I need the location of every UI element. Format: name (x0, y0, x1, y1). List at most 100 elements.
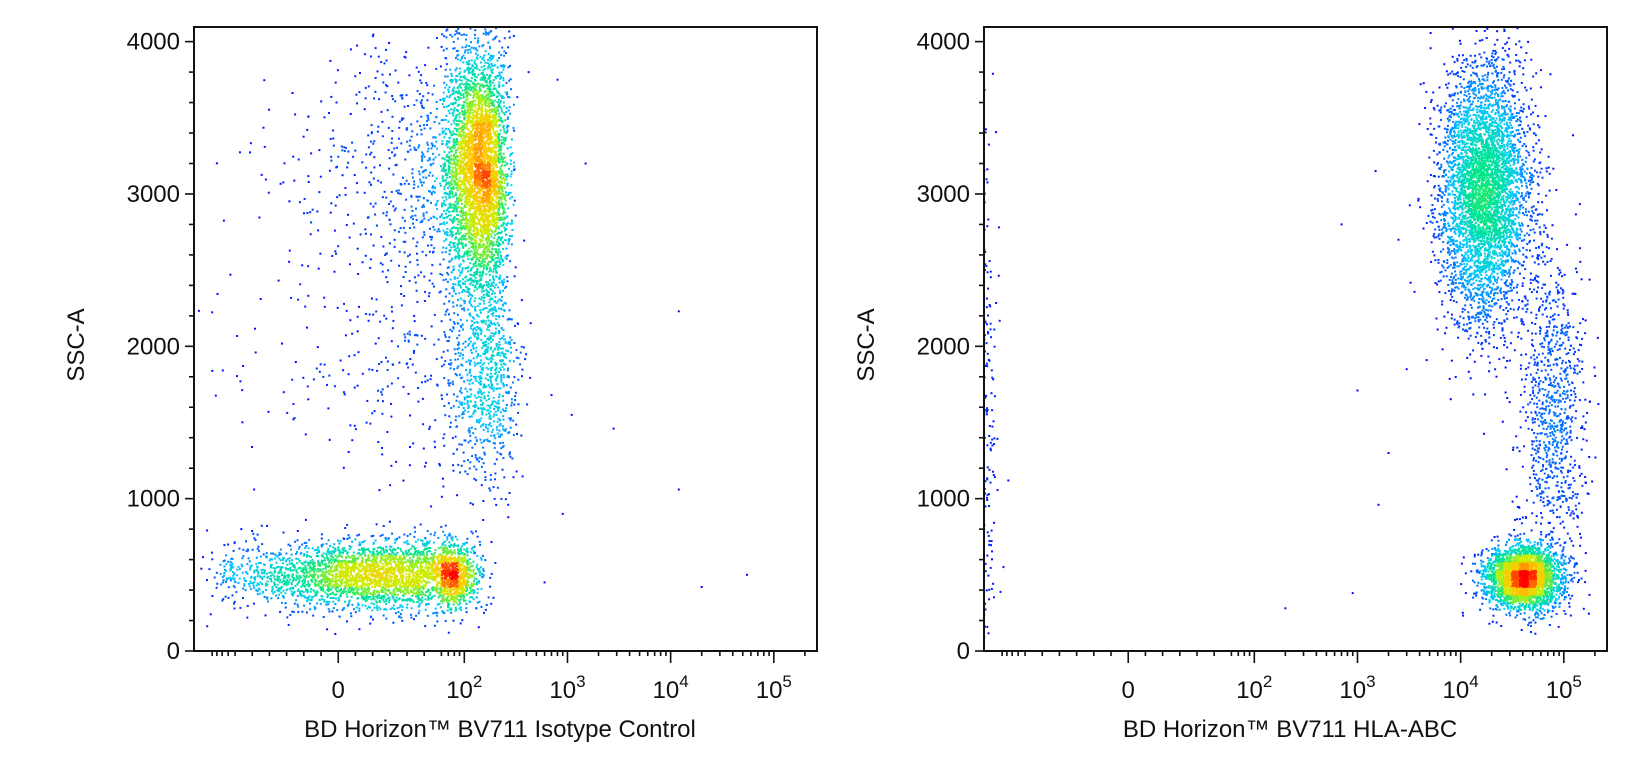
event-dot (457, 280, 460, 283)
event-dot (406, 598, 408, 601)
event-dot (449, 146, 452, 149)
event-dot (336, 590, 338, 593)
event-dot (445, 247, 448, 250)
event-dot (339, 540, 342, 543)
event-dot (502, 428, 505, 431)
event-dot (422, 552, 425, 555)
event-dot (490, 309, 493, 312)
event-dot (448, 112, 451, 115)
event-dot (471, 565, 474, 568)
event-dot (504, 199, 507, 202)
event-dot (452, 210, 455, 213)
event-dot (336, 69, 339, 72)
event-dot (455, 232, 458, 235)
event-dot (464, 470, 467, 473)
event-dot (398, 616, 401, 618)
event-dot (430, 505, 433, 508)
event-dot (237, 581, 240, 584)
event-dot (405, 51, 408, 54)
event-dot (348, 548, 351, 551)
event-dot (433, 191, 436, 194)
event-dot (406, 127, 409, 130)
event-dot (303, 604, 306, 607)
event-dot (509, 419, 512, 422)
event-dot (446, 271, 449, 274)
event-dot (347, 373, 350, 376)
event-dot (260, 173, 263, 176)
event-dot (476, 420, 479, 423)
event-dot (396, 607, 399, 610)
event-dot (352, 222, 355, 225)
event-dot (403, 105, 406, 108)
event-dot (386, 385, 389, 388)
event-dot (386, 85, 389, 88)
event-dot (448, 384, 451, 387)
event-dot (310, 561, 313, 564)
event-dot (489, 406, 492, 409)
event-dot (404, 336, 407, 339)
event-dot (483, 335, 486, 338)
event-dot (400, 304, 403, 307)
event-dot (509, 318, 512, 321)
event-dot (490, 58, 493, 61)
event-dot (253, 488, 256, 491)
event-dot (454, 149, 457, 152)
event-dot (450, 246, 453, 249)
event-dot (464, 51, 466, 54)
event-dot (407, 366, 410, 369)
event-dot (466, 279, 469, 282)
event-dot (301, 563, 304, 566)
event-dot (423, 155, 426, 158)
event-dot (284, 560, 287, 563)
event-dot (433, 180, 436, 183)
event-dot (408, 464, 411, 467)
event-dot (262, 563, 265, 566)
event-dot (319, 252, 322, 255)
event-dot (422, 153, 425, 156)
event-dot (316, 552, 318, 555)
event-dot (324, 581, 327, 584)
event-dot (361, 372, 364, 375)
event-dot (453, 102, 456, 105)
event-dot (480, 296, 483, 299)
event-dot (458, 329, 461, 332)
event-dot (461, 46, 464, 49)
event-dot (270, 571, 273, 574)
event-dot (497, 227, 500, 230)
event-dot (454, 182, 457, 185)
event-dot (328, 438, 331, 441)
event-dot (441, 610, 444, 613)
event-dot (502, 79, 505, 82)
event-dot (309, 608, 312, 611)
event-dot (417, 560, 419, 563)
event-dot (433, 84, 436, 87)
event-dot (492, 94, 495, 97)
event-dot (446, 349, 449, 352)
event-dot (439, 272, 442, 275)
event-dot (421, 106, 424, 109)
event-dot (328, 559, 331, 562)
event-dot (471, 90, 474, 93)
event-dot (440, 214, 443, 217)
event-dot (476, 271, 479, 274)
event-dot (507, 375, 510, 377)
event-dot (266, 584, 269, 587)
event-dot (254, 351, 257, 354)
event-dot (482, 321, 485, 324)
event-dot (499, 239, 502, 242)
event-dot (461, 210, 464, 213)
event-dot (377, 552, 380, 555)
event-dot (425, 81, 428, 84)
event-dot (484, 77, 487, 80)
event-dot (461, 291, 464, 293)
event-dot (335, 166, 338, 169)
event-dot (225, 563, 228, 566)
event-dot (255, 562, 258, 565)
event-dot (446, 176, 449, 179)
event-dot (463, 235, 466, 238)
event-dot (461, 76, 464, 79)
event-dot (444, 86, 447, 89)
event-dot (487, 52, 490, 55)
event-dot (433, 440, 436, 443)
event-dot (378, 591, 381, 594)
